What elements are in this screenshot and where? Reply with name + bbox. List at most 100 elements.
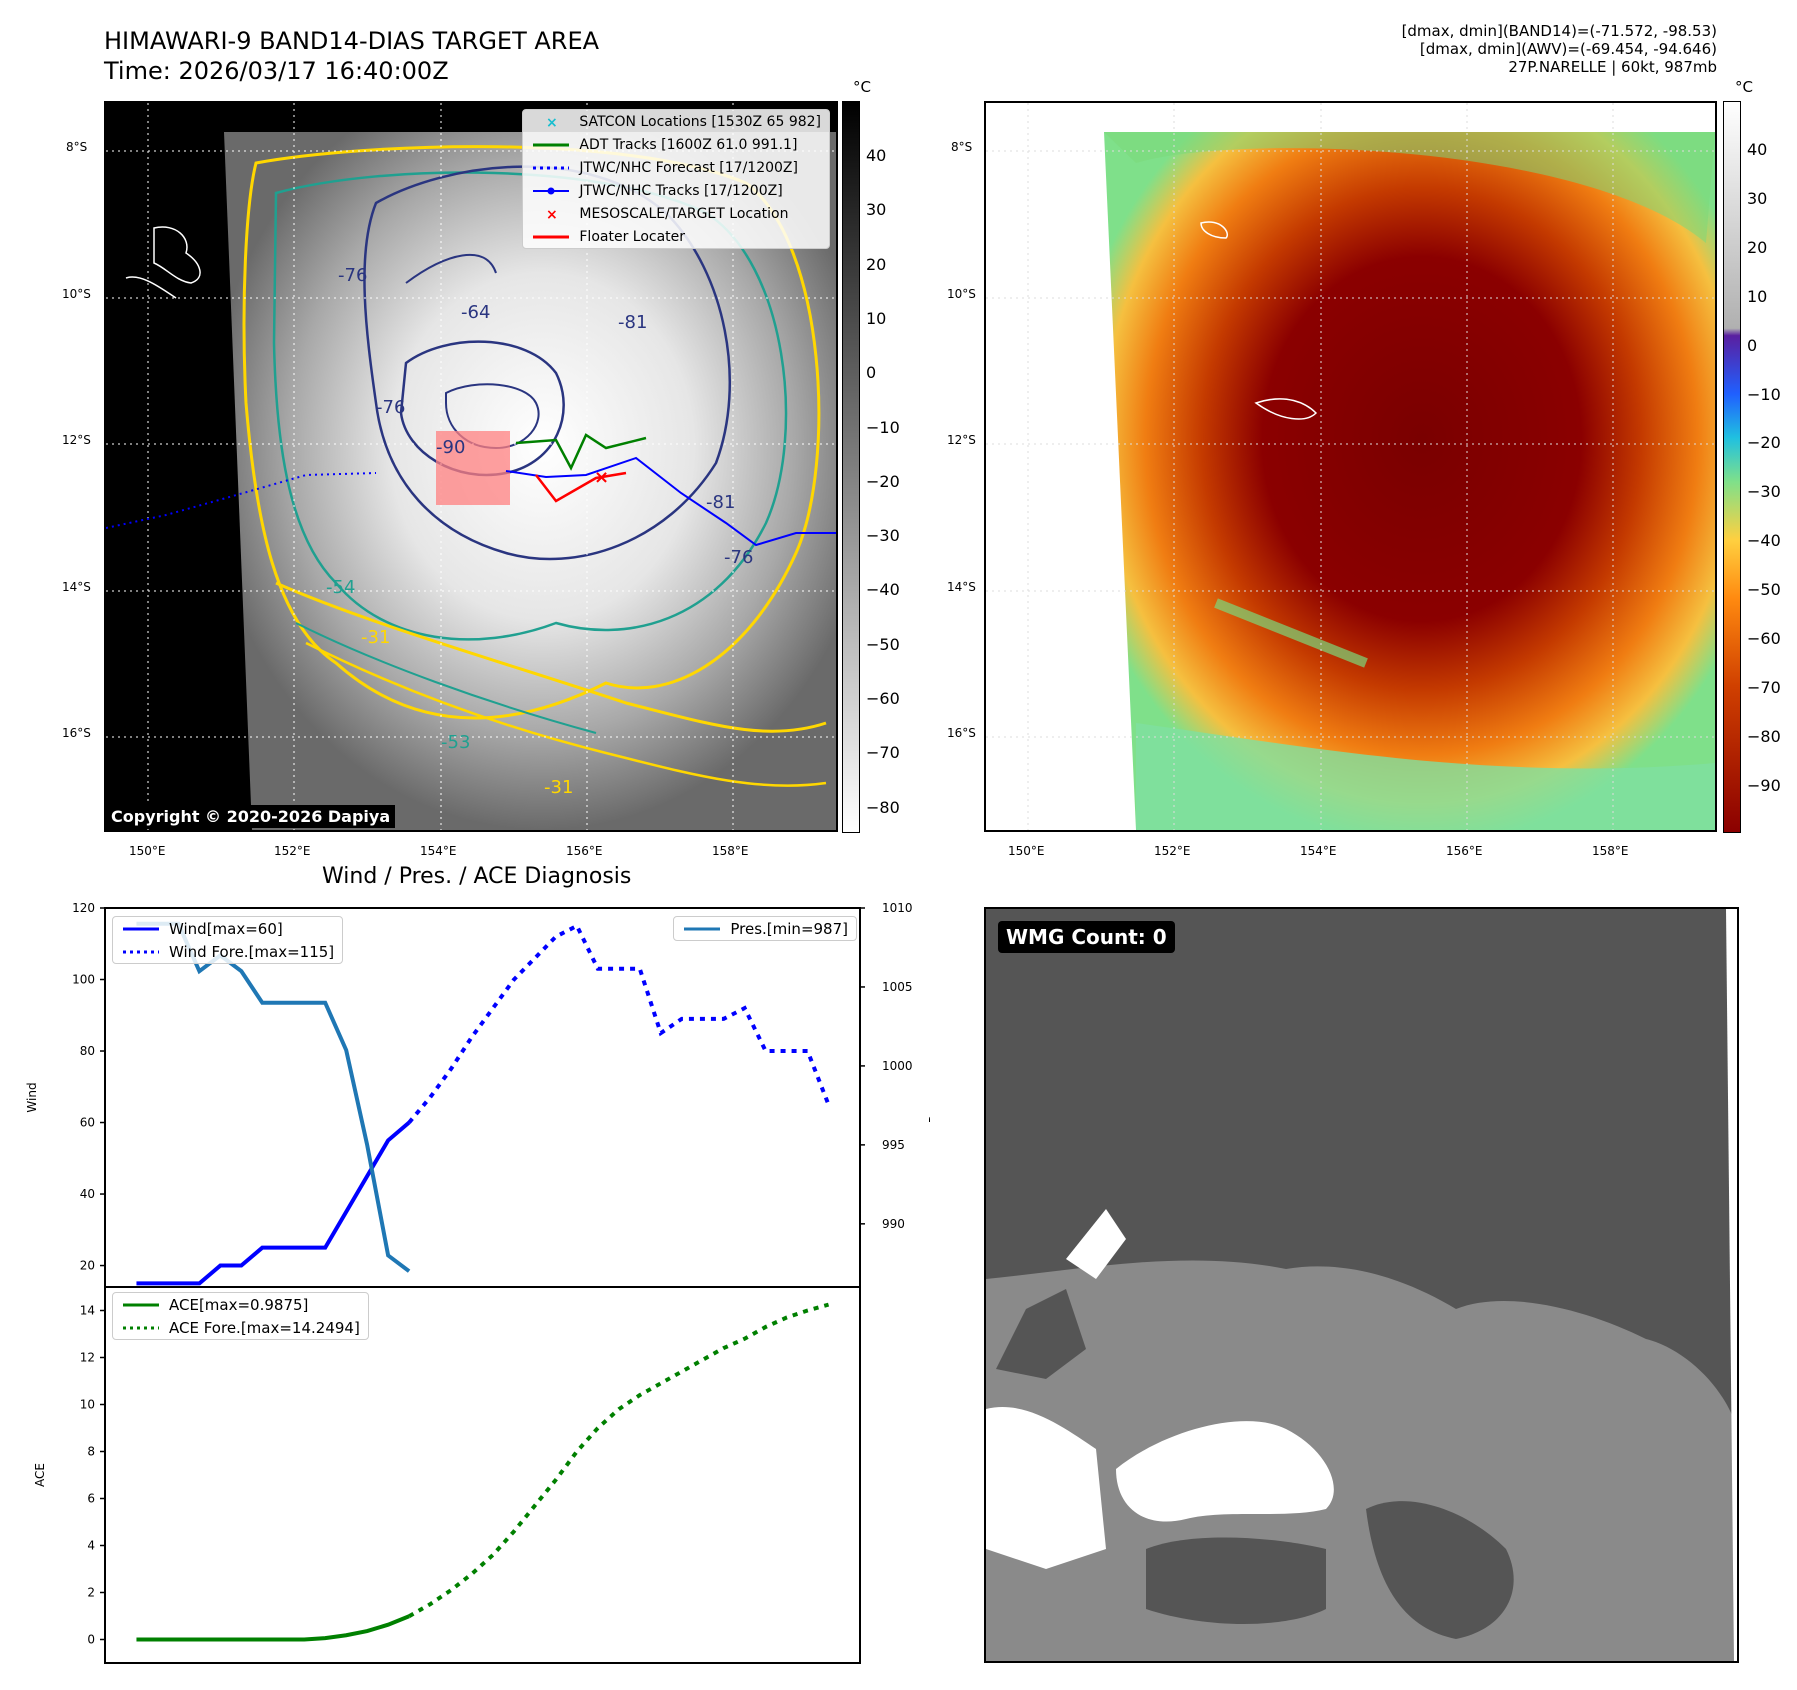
wind-axes-frame <box>104 907 861 1288</box>
pressure-axis-label: Pressure <box>927 1072 930 1123</box>
contour-label: -64 <box>461 302 490 323</box>
wind-legend: Wind[max=60] Wind Fore.[max=115] <box>112 916 344 964</box>
colorbar-tick: −60 <box>866 689 900 708</box>
legend-entry: Floater Locater <box>523 225 829 248</box>
pressure-axis-tick-label: 1005 <box>882 980 913 994</box>
contour-label: -76 <box>376 397 405 418</box>
copyright-label: Copyright © 2020-2026 Dapiya <box>106 805 396 828</box>
contour-label: -31 <box>544 777 573 798</box>
colorbar-tick: −50 <box>866 634 900 654</box>
contour-label: -90 <box>436 437 465 458</box>
wind-axis-tick-label: 80 <box>80 1044 95 1058</box>
ace-axis-tick-label: 0 <box>87 1633 95 1647</box>
legend-entry: × MESOSCALE/TARGET Location <box>523 202 829 225</box>
lon-label: 158°E <box>1592 844 1629 858</box>
map-legend: × SATCON Locations [1530Z 65 982] ADT Trac… <box>522 109 830 249</box>
ace-axis-tick-label: 4 <box>87 1539 95 1553</box>
pressure-series-line <box>136 921 411 1273</box>
diagnosis-chart: 20 40 60 80 100 120 990 995 1000 1005 1010 0 2 4 6 8 10 1… <box>25 901 930 1664</box>
legend-label: JTWC/NHC Tracks [17/1200Z] <box>579 182 783 199</box>
legend-swatch <box>682 922 722 936</box>
colorbar-tick: −90 <box>1747 775 1781 795</box>
ace-axis-tick-label: 12 <box>80 1351 95 1365</box>
lat-label: 8°S <box>66 140 88 154</box>
legend-swatch <box>121 1321 161 1335</box>
lon-label: 158°E <box>712 844 749 858</box>
colorbar-tick: 40 <box>866 146 887 165</box>
wind-axis-tick-label: 120 <box>72 901 95 915</box>
lon-label: 156°E <box>566 844 603 858</box>
figure-info: [dmax, dmin](BAND14)=(-71.572, -98.53) [… <box>1402 22 1717 76</box>
lat-label: 10°S <box>947 287 976 301</box>
colorbar-tick: −80 <box>866 797 900 817</box>
colorbar-left-unit: °C <box>853 78 871 96</box>
lat-label: 14°S <box>947 580 976 594</box>
contour-label: -76 <box>338 265 367 286</box>
lat-label: 10°S <box>62 287 91 301</box>
ace-axis-tick-label: 10 <box>80 1398 95 1412</box>
colorbar-left <box>842 101 860 833</box>
wind-axis-tick-label: 100 <box>72 973 95 987</box>
ace-legend: ACE[max=0.9875] ACE Fore.[max=14.2494] <box>112 1292 369 1340</box>
ir-map-panel: × -76 -64 -81 -76 -90 -81 -76 -54 -53 -3… <box>104 101 838 832</box>
legend-label: Wind Fore.[max=115] <box>169 942 335 961</box>
legend-label: Floater Locater <box>579 228 686 245</box>
legend-swatch <box>121 945 161 959</box>
ace-axis-tick-label: 2 <box>87 1586 95 1600</box>
colorbar-tick: −70 <box>866 743 900 763</box>
wind-axis-tick-label: 60 <box>80 1116 95 1130</box>
colorbar-tick: −70 <box>1747 677 1781 697</box>
colorbar-tick: −10 <box>1747 384 1781 404</box>
awv-map-panel <box>984 101 1717 832</box>
awv-map-image <box>986 103 1715 830</box>
wind-axis-tick-label: 20 <box>80 1259 95 1273</box>
info-line-3: 27P.NARELLE | 60kt, 987mb <box>1508 58 1717 76</box>
lon-label: 152°E <box>274 844 311 858</box>
lon-label: 156°E <box>1446 844 1483 858</box>
legend-swatch <box>121 922 161 936</box>
legend-label: MESOSCALE/TARGET Location <box>579 205 789 222</box>
contour-label: -81 <box>618 312 647 333</box>
pressure-axis-tick-label: 990 <box>882 1217 905 1231</box>
lon-label: 154°E <box>420 844 457 858</box>
colorbar-tick: −50 <box>1747 580 1781 600</box>
legend-swatch <box>121 1298 161 1312</box>
legend-label: Pres.[min=987] <box>730 919 848 938</box>
lat-label: 12°S <box>62 433 91 447</box>
colorbar-tick: −30 <box>866 526 900 546</box>
legend-entry: Pres.[min=987] <box>674 917 856 940</box>
colorbar-right-unit: °C <box>1735 78 1753 96</box>
legend-label: JTWC/NHC Forecast [17/1200Z] <box>579 159 798 176</box>
legend-swatch <box>531 161 571 175</box>
floater-box <box>436 431 510 505</box>
lon-label: 152°E <box>1154 844 1191 858</box>
colorbar-tick: −30 <box>1747 482 1781 502</box>
contour-label: -76 <box>724 547 753 568</box>
colorbar-tick: −40 <box>1747 531 1781 551</box>
info-line-1: [dmax, dmin](BAND14)=(-71.572, -98.53) <box>1401 22 1717 40</box>
legend-entry: ACE[max=0.9875] <box>113 1293 368 1316</box>
contour-label: -31 <box>361 627 390 648</box>
legend-swatch: × <box>531 207 571 221</box>
legend-label: ACE Fore.[max=14.2494] <box>169 1318 360 1337</box>
colorbar-tick: −10 <box>866 417 900 437</box>
lat-label: 16°S <box>947 726 976 740</box>
ir-map-image: × -76 -64 -81 -76 -90 -81 -76 -54 -53 -3… <box>106 103 836 830</box>
wind-forecast-line <box>407 923 831 1124</box>
ace-forecast-line <box>408 1302 830 1618</box>
diagnosis-title: Wind / Pres. / ACE Diagnosis <box>322 864 632 889</box>
legend-entry: JTWC/NHC Forecast [17/1200Z] <box>523 156 829 179</box>
legend-swatch <box>531 184 571 198</box>
target-marker: × <box>594 467 609 488</box>
legend-entry: ADT Tracks [1600Z 61.0 991.1] <box>523 133 829 156</box>
legend-label: ADT Tracks [1600Z 61.0 991.1] <box>579 136 798 153</box>
ace-series-line <box>136 1614 410 1642</box>
ace-axis-tick-label: 6 <box>87 1492 95 1506</box>
pressure-axis-tick-label: 1010 <box>882 901 913 915</box>
wind-axis-label: Wind <box>25 1082 39 1112</box>
wmg-count-badge: WMG Count: 0 <box>998 921 1175 953</box>
wind-axis-tick-label: 40 <box>80 1187 95 1201</box>
legend-label: Wind[max=60] <box>169 919 283 938</box>
svg-text:×: × <box>546 207 558 221</box>
wind-series-line <box>136 1121 411 1286</box>
